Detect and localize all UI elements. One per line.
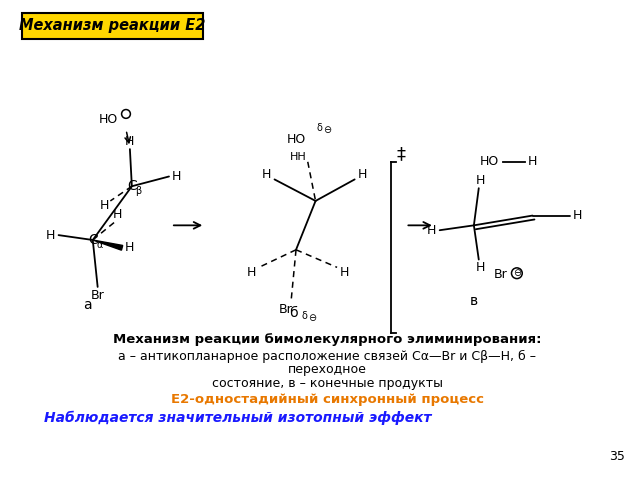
- Text: H: H: [100, 199, 109, 212]
- Text: H: H: [358, 168, 367, 181]
- Text: H: H: [125, 241, 134, 254]
- Text: H: H: [262, 168, 271, 181]
- Text: Br: Br: [278, 303, 292, 316]
- Text: а – антикопланарное расположение связей Сα—Br и Сβ—Н, б –: а – антикопланарное расположение связей …: [118, 350, 536, 363]
- Text: HO: HO: [99, 113, 118, 126]
- Text: ⊖: ⊖: [323, 125, 332, 134]
- Bar: [22, 13, 203, 39]
- Text: ⊖: ⊖: [308, 313, 317, 323]
- Text: Br: Br: [91, 289, 104, 302]
- Text: δ: δ: [302, 311, 308, 321]
- Text: HH: HH: [290, 152, 307, 162]
- Text: H: H: [125, 135, 134, 148]
- Text: C: C: [88, 233, 98, 247]
- Text: HO: HO: [480, 156, 499, 168]
- Text: α: α: [97, 240, 103, 250]
- Text: H: H: [46, 228, 56, 241]
- Text: б: б: [289, 306, 298, 320]
- Text: Br: Br: [493, 268, 507, 281]
- Text: H: H: [476, 261, 485, 274]
- Text: ‡: ‡: [396, 145, 405, 163]
- Text: HO: HO: [286, 133, 306, 146]
- Text: в: в: [470, 294, 478, 308]
- Text: H: H: [113, 208, 122, 221]
- Text: Е2-одностадийный синхронный процесс: Е2-одностадийный синхронный процесс: [171, 393, 484, 406]
- Text: C: C: [127, 179, 137, 193]
- Text: H: H: [340, 266, 349, 279]
- Text: переходное: переходное: [288, 363, 367, 376]
- Text: β: β: [136, 186, 142, 196]
- Text: Механизм реакции бимолекулярного элиминирования:: Механизм реакции бимолекулярного элимини…: [113, 333, 541, 346]
- Polygon shape: [93, 240, 123, 250]
- Text: состояние, в – конечные продукты: состояние, в – конечные продукты: [212, 377, 443, 390]
- Text: H: H: [427, 224, 436, 237]
- Text: а: а: [84, 299, 92, 312]
- Text: H: H: [172, 170, 182, 183]
- Text: H: H: [476, 174, 485, 187]
- Text: 35: 35: [609, 450, 625, 463]
- Text: ⊖: ⊖: [513, 268, 521, 278]
- Text: Наблюдается значительный изотопный эффект: Наблюдается значительный изотопный эффек…: [44, 411, 431, 425]
- Text: H: H: [573, 209, 582, 222]
- Text: H: H: [528, 156, 537, 168]
- Text: Механизм реакции E2: Механизм реакции E2: [19, 19, 205, 34]
- Text: δ: δ: [317, 122, 323, 132]
- Text: H: H: [246, 266, 256, 279]
